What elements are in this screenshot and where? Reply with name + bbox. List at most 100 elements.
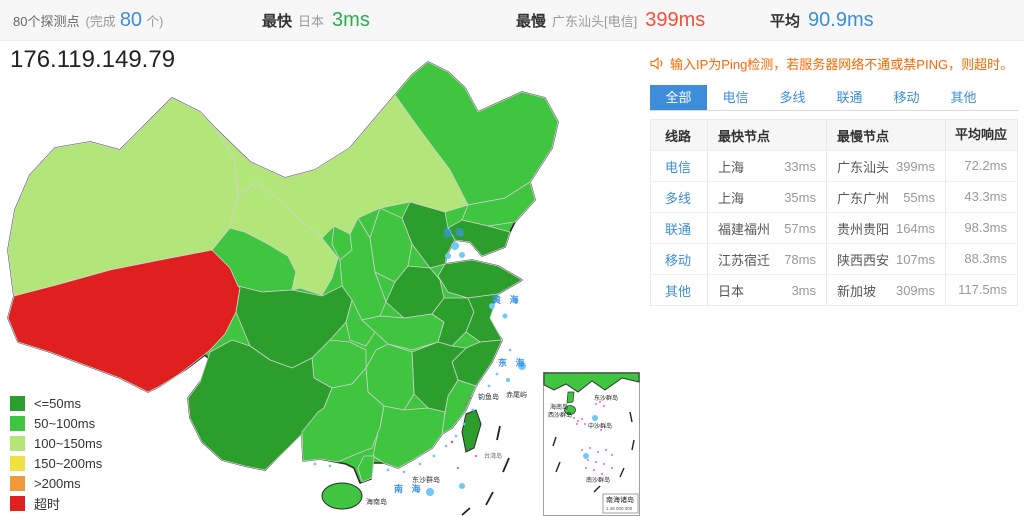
tab-multiline[interactable]: 多线	[779, 90, 806, 105]
legend-label: 100~150ms	[34, 435, 103, 451]
province-tibet[interactable]	[7, 249, 241, 393]
legend-item: 超时	[10, 493, 102, 513]
legend-label: <=50ms	[34, 395, 81, 411]
header-slowest-node: 最慢节点	[826, 120, 945, 150]
average-value: 90.9ms	[808, 8, 874, 31]
probe-count-label: 80个探测点	[13, 13, 80, 29]
province-hubei[interactable]	[361, 313, 445, 351]
south-china-sea-inset: 东沙群岛 海南岛 西沙群岛 中沙群岛 南沙群岛 南海诸岛 1:48 000 00…	[543, 372, 640, 516]
results-panel: 输入IP为Ping检测，若服务器网络不通或禁PING，则超时。 全部 电信 多线…	[650, 54, 1018, 306]
avg-ms: 43.3ms	[945, 182, 1017, 212]
island-label-diaoyu: 钓鱼岛	[478, 392, 499, 401]
speaker-icon	[650, 56, 663, 70]
fastest-node: 日本	[298, 13, 325, 29]
inset-islet-dots	[573, 401, 613, 475]
legend-label: 150~200ms	[34, 455, 103, 471]
header-average: 平均响应	[945, 120, 1017, 150]
tab-other[interactable]: 其他	[950, 90, 977, 105]
tab-all[interactable]: 全部	[650, 85, 707, 110]
avg-ms: 72.2ms	[945, 151, 1017, 181]
slow-node: 陕西西安	[837, 252, 890, 268]
tab-telecom[interactable]: 电信	[722, 90, 749, 105]
sea-label-bohai: 渤海	[443, 227, 467, 238]
legend-item: 100~150ms	[10, 433, 102, 453]
leizhou-peninsula[interactable]	[357, 455, 375, 483]
legend-item: >200ms	[10, 473, 102, 493]
legend-label: 50~100ms	[34, 415, 96, 431]
slowest-node: 广东汕头[电信]	[552, 13, 638, 29]
fastest-label: 最快	[262, 12, 293, 30]
province-hainan[interactable]	[321, 482, 363, 510]
inset-label-zhongsha: 中沙群岛	[588, 422, 612, 430]
legend-swatch	[10, 395, 25, 411]
slow-ms: 164ms	[895, 220, 935, 236]
slow-node: 广东汕头	[837, 159, 890, 175]
legend-swatch	[10, 455, 25, 471]
offshore-islet-dots	[450, 397, 477, 469]
slowest-group: 最慢 广东汕头[电信] 399ms	[516, 0, 705, 40]
header-line: 线路	[665, 128, 692, 144]
legend-swatch	[10, 435, 25, 451]
tab-mobile[interactable]: 移动	[893, 90, 920, 105]
inset-scale: 1:48 000 000	[606, 506, 633, 511]
probe-count-group: 80个探测点 (完成 80 个)	[13, 0, 163, 40]
province-taiwan[interactable]	[461, 409, 482, 453]
fast-node: 日本	[718, 283, 745, 299]
fast-ms: 3ms	[791, 282, 816, 298]
island-label-hainan: 海南岛	[366, 497, 387, 506]
province-heilongjiang[interactable]	[394, 61, 559, 206]
legend-label: >200ms	[34, 475, 81, 491]
slow-node: 贵州贵阳	[837, 221, 890, 237]
target-ip: 176.119.149.79	[10, 46, 176, 73]
table-row: 其他 日本 3ms 新加坡 309ms 117.5ms	[651, 274, 1017, 305]
line-link[interactable]: 其他	[665, 283, 692, 299]
avg-ms: 98.3ms	[945, 213, 1017, 243]
fast-ms: 35ms	[784, 189, 816, 205]
sea-label-nanhai: 南 海	[394, 483, 424, 494]
table-row: 联通 福建福州 57ms 贵州贵阳 164ms 98.3ms	[651, 212, 1017, 243]
legend-swatch	[10, 475, 25, 491]
slow-ms: 107ms	[895, 251, 935, 267]
slow-node: 广东广州	[837, 190, 890, 206]
island-label-chiwei: 赤尾屿	[506, 390, 527, 399]
legend-swatch	[10, 495, 25, 511]
inset-label-dongsha: 东沙群岛	[594, 394, 618, 402]
table-header-row: 线路 最快节点 最慢节点 平均响应	[651, 120, 1017, 150]
province-guangxi[interactable]	[301, 367, 385, 463]
latency-legend: <=50ms 50~100ms 100~150ms 150~200ms >200…	[10, 393, 102, 513]
sea-label-huanghai: 黄 海	[492, 294, 522, 305]
line-link[interactable]: 移动	[665, 252, 692, 268]
slow-ms: 399ms	[895, 158, 935, 174]
province-guangdong[interactable]	[372, 405, 446, 469]
avg-ms: 88.3ms	[945, 244, 1017, 274]
table-row: 电信 上海 33ms 广东汕头 399ms 72.2ms	[651, 150, 1017, 181]
stats-bar: 80个探测点 (完成 80 个) 最快 日本 3ms 最慢 广东汕头[电信] 3…	[0, 0, 1024, 41]
done-suffix: 个)	[146, 13, 164, 29]
fast-node: 江苏宿迁	[718, 252, 771, 268]
slow-node: 新加坡	[837, 283, 877, 299]
legend-label: 超时	[34, 496, 61, 512]
ping-tip: 输入IP为Ping检测，若服务器网络不通或禁PING，则超时。	[650, 54, 1018, 72]
legend-item: <=50ms	[10, 393, 102, 413]
nine-dash-line	[461, 425, 510, 516]
slowest-value: 399ms	[645, 8, 706, 31]
province-shandong[interactable]	[437, 259, 523, 299]
line-link[interactable]: 联通	[665, 221, 692, 237]
line-link[interactable]: 电信	[665, 159, 692, 175]
fast-node: 上海	[718, 159, 745, 175]
island-label-dongsha: 东沙群岛	[412, 475, 440, 484]
table-row: 移动 江苏宿迁 78ms 陕西西安 107ms 88.3ms	[651, 243, 1017, 274]
header-fastest-node: 最快节点	[707, 120, 826, 150]
inset-title: 南海诸岛	[606, 495, 634, 504]
legend-swatch	[10, 415, 25, 431]
fast-node: 上海	[718, 190, 745, 206]
line-tabs: 全部 电信 多线 联通 移动 其他	[650, 85, 1018, 111]
fastest-value: 3ms	[332, 8, 370, 31]
tab-unicom[interactable]: 联通	[836, 90, 863, 105]
slow-ms: 55ms	[903, 189, 935, 205]
fast-ms: 33ms	[784, 158, 816, 174]
sea-water-patches	[313, 242, 526, 496]
line-link[interactable]: 多线	[665, 190, 692, 206]
fast-ms: 57ms	[784, 220, 816, 236]
fastest-group: 最快 日本 3ms	[262, 0, 370, 40]
